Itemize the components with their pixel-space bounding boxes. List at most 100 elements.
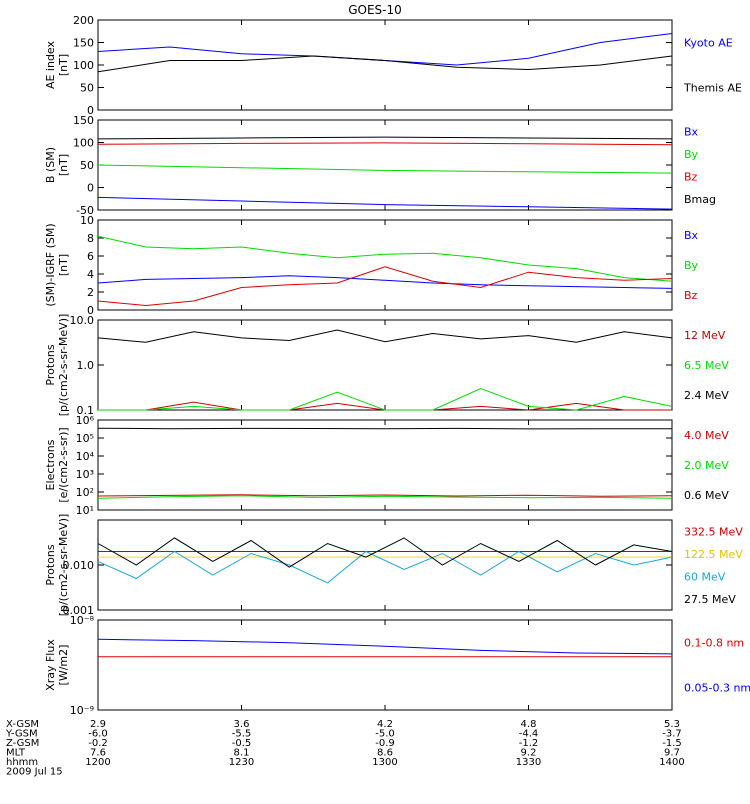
x-row-label-3: MLT: [6, 748, 26, 759]
x-col-4-row-2: -1.5: [662, 738, 682, 749]
panel-protons_low-series-1: [98, 387, 673, 411]
panel-protons_high-series-2: [97, 550, 673, 584]
x-col-2-row-0: 4.2: [377, 719, 393, 730]
panel-b_igrf-legend-2: Bz: [684, 289, 698, 302]
panel-protons_low-series-2: [97, 329, 673, 343]
panel-b_sm-ytick-label-2: 50: [80, 159, 94, 172]
panel-b_sm-series-3: [97, 136, 673, 140]
panel-b_sm-legend-2: Bz: [684, 170, 698, 183]
panel-b_igrf-ytick-label-1: 2: [87, 286, 94, 299]
panel-electrons-legend-0: 4.0 MeV: [684, 429, 729, 442]
panel-ae-ytick-label-4: 200: [73, 14, 94, 27]
panel-electrons-legend-1: 2.0 MeV: [684, 459, 729, 472]
panel-ae-legend-0: Kyoto AE: [684, 37, 733, 50]
panel-xray-series-1: [97, 638, 673, 655]
panel-xray-ylabel-0: Xray Flux: [44, 639, 57, 691]
panel-protons_high-frame: [97, 519, 673, 611]
panel-ae-series-1: [97, 55, 673, 73]
panel-electrons-ytick-label-2: 10³: [76, 468, 94, 481]
panel-protons_low-ytick-label-1: 1.0: [77, 359, 95, 372]
panel-protons_high-ylabel-0: Protons: [44, 544, 57, 585]
panel-b_sm-ylabel-0: B (SM): [44, 147, 57, 183]
x-col-2-row-4: 1300: [372, 757, 397, 768]
panel-b_sm-legend-3: Bmag: [684, 193, 716, 206]
panel-protons_high-ylabel-1: [p/(cm2-s-sr-MeV)]: [57, 514, 70, 617]
x-col-2-row-1: -5.0: [375, 729, 395, 740]
x-col-3-row-4: 1330: [516, 757, 541, 768]
panel-protons_low-legend-0: 12 MeV: [684, 329, 726, 342]
x-col-3-row-3: 9.2: [521, 748, 537, 759]
x-row-label-5: 2009 Jul 15: [6, 767, 63, 778]
panel-b_sm-series-2: [97, 142, 673, 146]
panel-protons_high-ytick-label-1: 0.010: [63, 559, 95, 572]
panel-ae-legend-1: Themis AE: [683, 82, 742, 95]
panel-b_igrf-series-0: [97, 275, 673, 289]
panel-b_igrf-ytick-label-3: 6: [87, 250, 94, 263]
panel-protons_high-legend-2: 60 MeV: [684, 570, 726, 583]
panel-ae-frame: [97, 19, 673, 111]
panel-ae-ytick-label-3: 150: [73, 37, 94, 50]
x-col-4-row-0: 5.3: [664, 719, 680, 730]
panel-xray-ytick-label-1: 10⁻⁸: [70, 614, 95, 627]
x-col-0-row-0: 2.9: [90, 719, 106, 730]
panel-protons_high-legend-1: 122.5 MeV: [684, 548, 743, 561]
panel-b_igrf-ytick-label-0: 0: [87, 304, 94, 317]
panel-b_igrf-frame: [97, 219, 673, 311]
x-col-3-row-2: -1.2: [519, 738, 539, 749]
panel-protons_high-series-3: [97, 537, 673, 568]
panel-electrons-ytick-label-0: 10¹: [76, 504, 94, 517]
x-col-4-row-3: 9.7: [664, 748, 680, 759]
panel-b_sm-ytick-label-0: -50: [76, 204, 94, 217]
panel-electrons-ytick-label-4: 10⁵: [76, 432, 94, 445]
panel-b_sm-frame: [97, 119, 673, 211]
x-col-0-row-3: 7.6: [90, 748, 106, 759]
panel-protons_low-ylabel-0: Protons: [44, 344, 57, 385]
panel-b_sm-legend-1: By: [684, 148, 699, 161]
panel-protons_high-legend-0: 332.5 MeV: [684, 525, 743, 538]
panel-electrons-series-1: [97, 495, 673, 499]
panel-electrons-ylabel-1: [e/(cm2-s-sr)]: [57, 427, 70, 502]
x-col-1-row-2: -0.5: [232, 738, 252, 749]
x-col-1-row-1: -5.5: [232, 729, 252, 740]
panel-xray-legend-0: 0.1-0.8 nm: [684, 637, 744, 650]
panel-electrons-ytick-label-1: 10²: [76, 486, 94, 499]
panel-b_igrf-legend-1: By: [684, 259, 699, 272]
panel-b_sm-ytick-label-3: 100: [73, 137, 94, 150]
panel-xray-ytick-label-0: 10⁻⁹: [70, 704, 94, 717]
panel-b_sm-ytick-label-1: 0: [87, 182, 94, 195]
panel-ae-ytick-label-2: 100: [73, 59, 94, 72]
panel-ae-ytick-label-0: 0: [87, 104, 94, 117]
panel-b_igrf-ytick-label-5: 10: [80, 214, 94, 227]
x-col-4-row-1: -3.7: [662, 729, 682, 740]
x-row-label-0: X-GSM: [6, 719, 39, 730]
panel-b_igrf-ylabel-1: [nT]: [57, 254, 70, 276]
panel-electrons-ytick-label-3: 10⁴: [76, 450, 95, 463]
panel-b_igrf-series-2: [97, 266, 673, 307]
x-col-1-row-3: 8.1: [234, 748, 250, 759]
panel-protons_high-legend-3: 27.5 MeV: [684, 593, 736, 606]
x-col-3-row-1: -4.4: [519, 729, 539, 740]
panel-b_sm-legend-0: Bx: [684, 125, 699, 138]
panel-b_sm-series-0: [97, 196, 673, 210]
x-col-2-row-3: 8.6: [377, 748, 393, 759]
x-row-label-4: hhmm: [6, 757, 38, 768]
x-col-0-row-1: -6.0: [88, 729, 108, 740]
panel-xray-legend-1: 0.05-0.3 nm: [684, 682, 750, 695]
x-col-1-row-0: 3.6: [234, 719, 250, 730]
panel-protons_high-ytick-label-0: 0.001: [63, 604, 95, 617]
x-col-2-row-2: -0.9: [375, 738, 395, 749]
panel-b_sm-series-1: [97, 164, 673, 174]
panel-protons_low-ytick-label-2: 10.0: [70, 314, 95, 327]
panel-electrons-ytick-label-5: 10⁶: [76, 414, 95, 427]
panel-b_sm-ylabel-1: [nT]: [57, 154, 70, 176]
panel-electrons-series-0: [97, 494, 673, 497]
panel-ae-ytick-label-1: 50: [80, 82, 94, 95]
panel-b_igrf-series-1: [97, 235, 673, 282]
panel-protons_low-ytick-label-0: 0.1: [77, 404, 95, 417]
panel-b_igrf-ytick-label-2: 4: [87, 268, 94, 281]
x-row-label-2: Z-GSM: [6, 738, 39, 749]
chart-title: GOES-10: [348, 3, 402, 17]
panel-xray-ylabel-1: [W/m2]: [57, 645, 70, 686]
panel-protons_low-legend-2: 2.4 MeV: [684, 389, 729, 402]
